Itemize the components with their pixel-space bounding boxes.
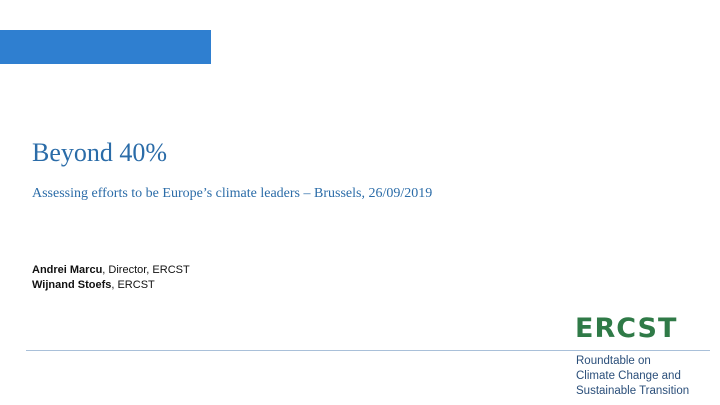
slide-title: Beyond 40% xyxy=(32,138,168,167)
author-line: Andrei Marcu, Director, ERCST xyxy=(32,263,190,278)
author-role: , Director, ERCST xyxy=(102,264,190,276)
authors-block: Andrei Marcu, Director, ERCST Wijnand St… xyxy=(32,263,190,293)
author-name: Andrei Marcu xyxy=(32,264,103,276)
tagline-line: Roundtable on xyxy=(576,355,651,367)
accent-bar xyxy=(0,30,211,64)
logo-tagline: Roundtable on Climate Change and Sustain… xyxy=(576,354,689,399)
tagline-line: Sustainable Transition xyxy=(576,385,690,397)
ercst-logo: ERCST xyxy=(575,313,678,344)
slide-subtitle: Assessing efforts to be Europe’s climate… xyxy=(32,186,433,201)
author-role: , ERCST xyxy=(111,279,155,291)
footer-divider xyxy=(26,350,710,351)
author-line: Wijnand Stoefs, ERCST xyxy=(32,278,190,293)
author-name: Wijnand Stoefs xyxy=(32,279,112,291)
tagline-line: Climate Change and xyxy=(576,370,681,382)
